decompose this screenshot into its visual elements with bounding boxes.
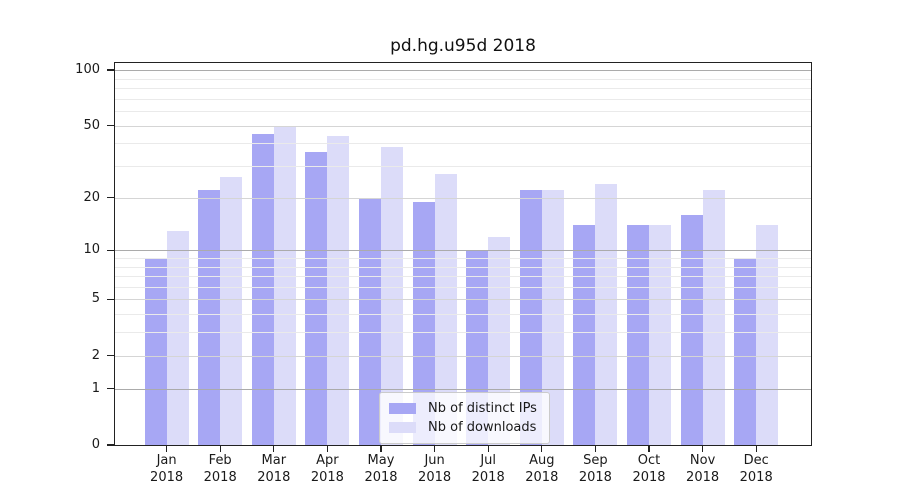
bar-distinct-ips-sep (573, 225, 596, 445)
gridline-10 (115, 250, 811, 252)
x-tick-label-jan: Jan 2018 (150, 453, 184, 485)
x-tick-mark (487, 446, 489, 452)
bar-distinct-ips-dec (734, 258, 757, 445)
x-tick-mark (541, 446, 543, 452)
gridline-4 (115, 314, 811, 316)
legend: Nb of distinct IPs Nb of downloads (379, 392, 550, 444)
x-tick-label-apr: Apr 2018 (310, 453, 344, 485)
gridline-40 (115, 143, 811, 145)
gridline-60 (115, 111, 811, 113)
gridline-80 (115, 88, 811, 90)
gridline-100 (115, 70, 811, 72)
bar-downloads-dec (756, 225, 779, 445)
y-tick-label: 10 (83, 242, 100, 258)
x-tick-label-mar: Mar 2018 (257, 453, 291, 485)
gridline-2 (115, 355, 811, 357)
x-tick-label-sep: Sep 2018 (578, 453, 612, 485)
gridline-7 (115, 276, 811, 278)
x-tick-mark (219, 446, 221, 452)
y-tick-label: 2 (91, 347, 100, 363)
bar-downloads-mar (273, 125, 296, 445)
bar-downloads-nov (702, 190, 725, 445)
x-tick-mark (648, 446, 650, 452)
gridline-3 (115, 332, 811, 334)
y-tick-label: 50 (83, 117, 100, 133)
bar-downloads-may (381, 147, 403, 445)
chart-title: pd.hg.u95d 2018 (390, 36, 536, 56)
legend-swatch-downloads-icon (389, 422, 416, 433)
y-tick-label: 5 (91, 291, 100, 307)
legend-swatch-distinct-ips-icon (389, 403, 416, 414)
legend-item-distinct-ips: Nb of distinct IPs (389, 399, 537, 418)
gridline-30 (115, 166, 811, 168)
gridline-9 (115, 258, 811, 259)
bar-distinct-ips-oct (627, 225, 649, 445)
x-tick-mark (701, 446, 704, 452)
legend-label-downloads: Nb of downloads (428, 420, 537, 435)
bar-downloads-jun (434, 174, 457, 445)
gridline-50 (115, 125, 811, 127)
bar-downloads-oct (649, 225, 671, 445)
y-tick-mark (107, 197, 114, 199)
gridline-8 (115, 266, 811, 268)
x-tick-label-feb: Feb 2018 (203, 453, 237, 485)
x-tick-label-jul: Jul 2018 (471, 453, 505, 485)
y-tick-label: 100 (75, 62, 100, 78)
gridline-6 (115, 286, 811, 288)
gridline-20 (115, 197, 811, 199)
bar-downloads-jan (166, 230, 189, 445)
y-tick-mark (107, 298, 114, 301)
y-tick-label: 20 (83, 189, 100, 205)
x-tick-mark (594, 446, 597, 452)
x-tick-mark (433, 446, 436, 452)
legend-label-distinct-ips: Nb of distinct IPs (428, 401, 537, 416)
bar-distinct-ips-nov (680, 214, 703, 445)
x-tick-label-dec: Dec 2018 (739, 453, 773, 485)
gridline-1 (115, 388, 811, 390)
y-tick-mark (107, 355, 114, 357)
y-tick-mark (107, 388, 114, 390)
gridline-70 (115, 98, 811, 100)
x-tick-mark (273, 446, 275, 452)
bar-distinct-ips-may (359, 197, 381, 445)
bar-distinct-ips-feb (198, 190, 221, 445)
y-tick-mark (107, 249, 114, 251)
x-tick-mark (380, 446, 382, 452)
x-tick-label-jun: Jun 2018 (418, 453, 452, 485)
gridline-5 (115, 299, 811, 301)
y-tick-label: 0 (91, 437, 100, 452)
x-tick-label-aug: Aug 2018 (525, 453, 559, 485)
x-tick-mark (326, 446, 329, 452)
bar-downloads-apr (327, 135, 350, 445)
y-tick-mark (107, 444, 114, 446)
bar-distinct-ips-mar (251, 134, 274, 445)
x-tick-mark (755, 446, 757, 452)
y-tick-mark (107, 124, 114, 127)
y-tick-mark (107, 69, 114, 71)
bar-downloads-feb (220, 177, 243, 445)
legend-item-downloads: Nb of downloads (389, 418, 537, 437)
bar-distinct-ips-apr (305, 151, 328, 445)
bar-distinct-ips-jan (144, 258, 167, 445)
bar-distinct-ips-jun (412, 201, 435, 445)
x-tick-label-nov: Nov 2018 (686, 453, 720, 485)
gridline-90 (115, 78, 811, 80)
x-tick-label-oct: Oct 2018 (632, 453, 666, 485)
x-tick-label-may: May 2018 (364, 453, 398, 485)
x-tick-mark (165, 446, 168, 452)
bar-distinct-ips-aug (519, 190, 542, 445)
bar-downloads-aug (541, 190, 564, 445)
y-tick-label: 1 (91, 380, 100, 396)
